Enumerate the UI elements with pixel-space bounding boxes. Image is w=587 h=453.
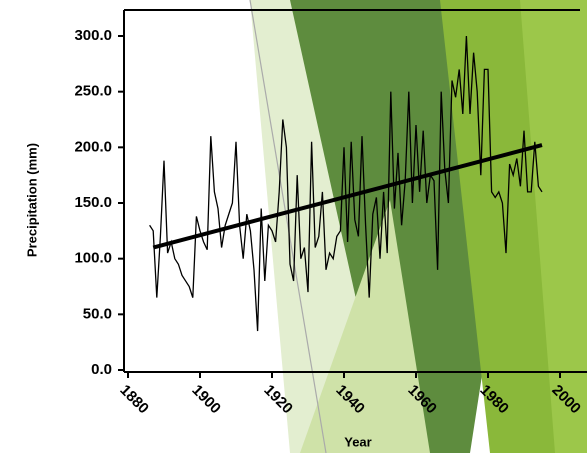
- x-axis-title: Year: [344, 434, 371, 449]
- y-tick-label: 250.0: [74, 83, 112, 100]
- decor-shape: [520, 0, 587, 453]
- y-tick-label: 300.0: [74, 27, 112, 44]
- x-tick-label: 1900: [188, 382, 224, 418]
- y-tick-label: 0.0: [91, 361, 112, 378]
- data-line: [149, 35, 543, 332]
- decor-shape: [300, 200, 430, 453]
- y-tick-label: 100.0: [74, 250, 112, 267]
- decor-line: [249, 0, 327, 453]
- x-tick-label: 1880: [116, 382, 152, 418]
- trend-line: [152, 143, 543, 250]
- y-tick-label: 50.0: [83, 305, 112, 322]
- y-axis-title: Precipitation (mm): [24, 143, 39, 257]
- y-tick-label: 150.0: [74, 194, 112, 211]
- y-tick-label: 200.0: [74, 138, 112, 155]
